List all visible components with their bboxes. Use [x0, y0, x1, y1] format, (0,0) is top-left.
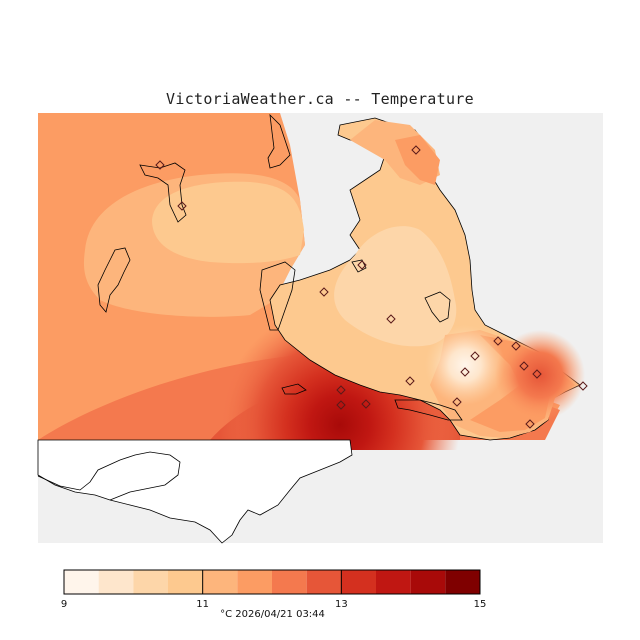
station-marker — [460, 367, 470, 377]
station-marker — [525, 419, 535, 429]
island-south-1 — [394, 399, 463, 421]
island-east-2 — [281, 383, 307, 395]
south-land — [37, 439, 353, 544]
colorbar-swatch — [341, 570, 376, 594]
station-marker — [532, 369, 542, 379]
station-markers — [155, 145, 588, 429]
station-marker — [386, 314, 396, 324]
colorbar-swatch — [376, 570, 411, 594]
island-west-1 — [139, 162, 187, 223]
colorbar-tick-label: 9 — [61, 599, 67, 610]
south-land-shore — [37, 451, 181, 501]
island-center — [259, 261, 296, 331]
station-marker — [319, 287, 329, 297]
station-marker — [155, 160, 165, 170]
colorbar-ticks: 9 11 13 15 — [61, 570, 487, 610]
station-marker — [452, 397, 462, 407]
colorbar-swatch — [272, 570, 307, 594]
colorbar-tick-label: 11 — [196, 599, 209, 610]
island-east-1 — [424, 291, 451, 323]
colorbar-swatch — [133, 570, 168, 594]
station-marker — [405, 376, 415, 386]
map-title: VictoriaWeather.ca -- Temperature — [166, 90, 474, 108]
colorbar-swatch — [168, 570, 203, 594]
station-marker — [357, 260, 367, 270]
colorbar-tick-label: 15 — [474, 599, 487, 610]
station-marker — [493, 336, 503, 346]
station-marker — [511, 341, 521, 351]
colorbar-swatch — [410, 570, 446, 594]
colorbar-tick-label: 13 — [335, 599, 348, 610]
caption: °C 2026/04/21 03:44 — [0, 609, 545, 620]
station-marker — [519, 361, 529, 371]
island-small — [351, 259, 367, 273]
colorbar-swatch — [306, 570, 342, 594]
colorbar-swatch — [202, 570, 238, 594]
temperature-field-nw — [38, 113, 215, 250]
station-marker — [578, 381, 588, 391]
island-west-2 — [97, 247, 131, 313]
colorbar-swatch — [98, 570, 134, 594]
colorbar-swatch — [445, 570, 480, 594]
station-marker — [177, 201, 187, 211]
colorbar-swatch — [64, 570, 99, 594]
station-marker — [470, 351, 480, 361]
caption-timestamp: 2026/04/21 03:44 — [235, 609, 325, 620]
station-marker — [361, 399, 371, 409]
island-north — [267, 113, 291, 169]
peninsula-band-north — [395, 135, 440, 185]
station-marker — [336, 400, 346, 410]
station-marker — [411, 145, 421, 155]
peninsula-band-lightest — [334, 226, 457, 347]
colorbar-swatch — [237, 570, 272, 594]
colorbar-swatches — [63, 569, 481, 595]
caption-unit: °C — [220, 609, 233, 620]
station-marker — [336, 385, 346, 395]
temperature-band-2 — [152, 181, 304, 264]
